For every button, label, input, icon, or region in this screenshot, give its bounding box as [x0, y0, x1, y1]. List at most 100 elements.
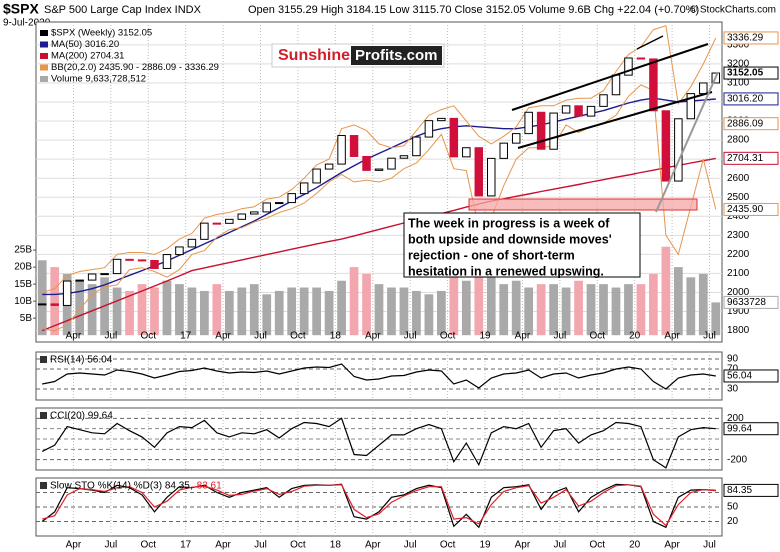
trend-line — [636, 35, 664, 50]
candle — [75, 279, 84, 282]
candle — [262, 202, 271, 213]
x-tick-label: Jul — [553, 540, 566, 551]
volume-bar — [150, 287, 159, 336]
candle — [62, 280, 72, 306]
note-line: The week in progress is a week of — [408, 216, 610, 230]
volume-bar — [474, 277, 484, 336]
volume-bar — [324, 290, 334, 336]
panel-icon — [40, 482, 47, 489]
value-tag-label: 2704.31 — [727, 153, 764, 164]
volume-bar — [436, 290, 446, 336]
volume-bar — [711, 302, 721, 336]
trend-line — [517, 91, 713, 149]
candle — [624, 57, 633, 76]
candle — [362, 155, 371, 171]
candle — [499, 142, 508, 159]
volume-bar — [624, 284, 633, 336]
x-tick-label: 17 — [180, 540, 192, 551]
x-tick-label: Apr — [215, 540, 231, 551]
volume-bar — [549, 284, 558, 336]
candle — [449, 117, 459, 158]
logo-text: Sunshine — [278, 47, 350, 64]
candle — [250, 211, 259, 215]
volume-bar — [137, 284, 147, 336]
volume-bar — [349, 267, 359, 336]
volume-bar — [412, 290, 421, 336]
support-zone — [468, 198, 698, 211]
x-tick-label: Oct — [140, 331, 156, 342]
value-tag-label: 3152.05 — [727, 68, 764, 79]
x-tick-label: Jul — [254, 331, 267, 342]
x-tick-label: 19 — [479, 540, 491, 551]
y2-tick-label: 25B — [14, 245, 32, 256]
x-tick-label: Jul — [254, 540, 267, 551]
candle — [337, 135, 346, 165]
panel-icon — [40, 412, 47, 419]
y-tick-label: 200 — [727, 413, 744, 424]
candle — [287, 193, 296, 204]
panel-title: CCI(20) 99.64 — [50, 411, 113, 422]
legend-swatch — [40, 76, 48, 82]
value-tag-label: 84.35 — [727, 485, 752, 496]
x-tick-label: Oct — [589, 331, 605, 342]
indicator-line — [42, 363, 716, 390]
y2-tick-label: 20B — [14, 262, 32, 273]
legend-swatch — [40, 53, 48, 59]
volume-bar — [486, 277, 496, 336]
volume-bar — [374, 284, 384, 336]
candle — [312, 168, 321, 184]
candle — [462, 147, 471, 158]
value-tag-label: 99.64 — [727, 423, 752, 434]
x-tick-label: Jul — [703, 540, 716, 551]
candle — [487, 157, 496, 197]
legend-swatch — [40, 41, 48, 48]
volume-bar — [274, 290, 284, 336]
candle — [162, 254, 172, 269]
candle — [175, 246, 184, 256]
legend-label: Volume 9,633,728,512 — [51, 74, 146, 85]
legend-label: $SPX (Weekly) 3152.05 — [51, 28, 152, 39]
y-tick-label: 30 — [727, 384, 739, 395]
panel-title: Slow STO %K(14) %D(3) 84.35, — [50, 481, 193, 492]
candle — [412, 136, 421, 157]
candle — [674, 118, 683, 182]
trend-line — [511, 43, 709, 111]
indicator-line — [42, 484, 716, 527]
candle — [187, 238, 197, 248]
candle — [511, 133, 521, 144]
candle — [474, 147, 484, 197]
candle — [437, 117, 446, 122]
volume-bar — [524, 287, 534, 336]
legend-label: MA(200) 2704.31 — [51, 51, 124, 62]
value-tag-label: 2435.90 — [727, 204, 764, 215]
y2-tick-label: 5B — [20, 313, 33, 324]
volume-bar — [187, 287, 197, 336]
x-tick-label: Oct — [440, 331, 456, 342]
candle — [424, 120, 434, 138]
x-tick-label: 20 — [629, 331, 641, 342]
value-tag — [723, 295, 779, 309]
x-tick-label: Jul — [703, 331, 716, 342]
volume-bar — [686, 277, 696, 336]
candle — [349, 135, 359, 157]
candle — [524, 111, 533, 135]
candle — [636, 57, 646, 60]
candle — [324, 163, 334, 170]
volume-bar — [312, 287, 322, 336]
value-tag — [723, 422, 779, 436]
volume-bar — [262, 294, 272, 336]
y-tick-label: 70 — [727, 364, 739, 375]
x-tick-label: Oct — [440, 540, 456, 551]
indicator-line — [41, 417, 716, 469]
candle — [237, 213, 247, 220]
volume-bar — [75, 280, 85, 336]
candle — [212, 222, 222, 225]
volume-bar — [536, 284, 546, 336]
x-tick-label: Jul — [404, 540, 417, 551]
legend-label: MA(50) 3016.20 — [51, 39, 119, 50]
volume-bar — [586, 284, 596, 336]
x-tick-label: Apr — [365, 331, 381, 342]
volume-bar — [299, 287, 309, 336]
volume-bar — [574, 280, 583, 336]
value-tag — [723, 66, 779, 80]
